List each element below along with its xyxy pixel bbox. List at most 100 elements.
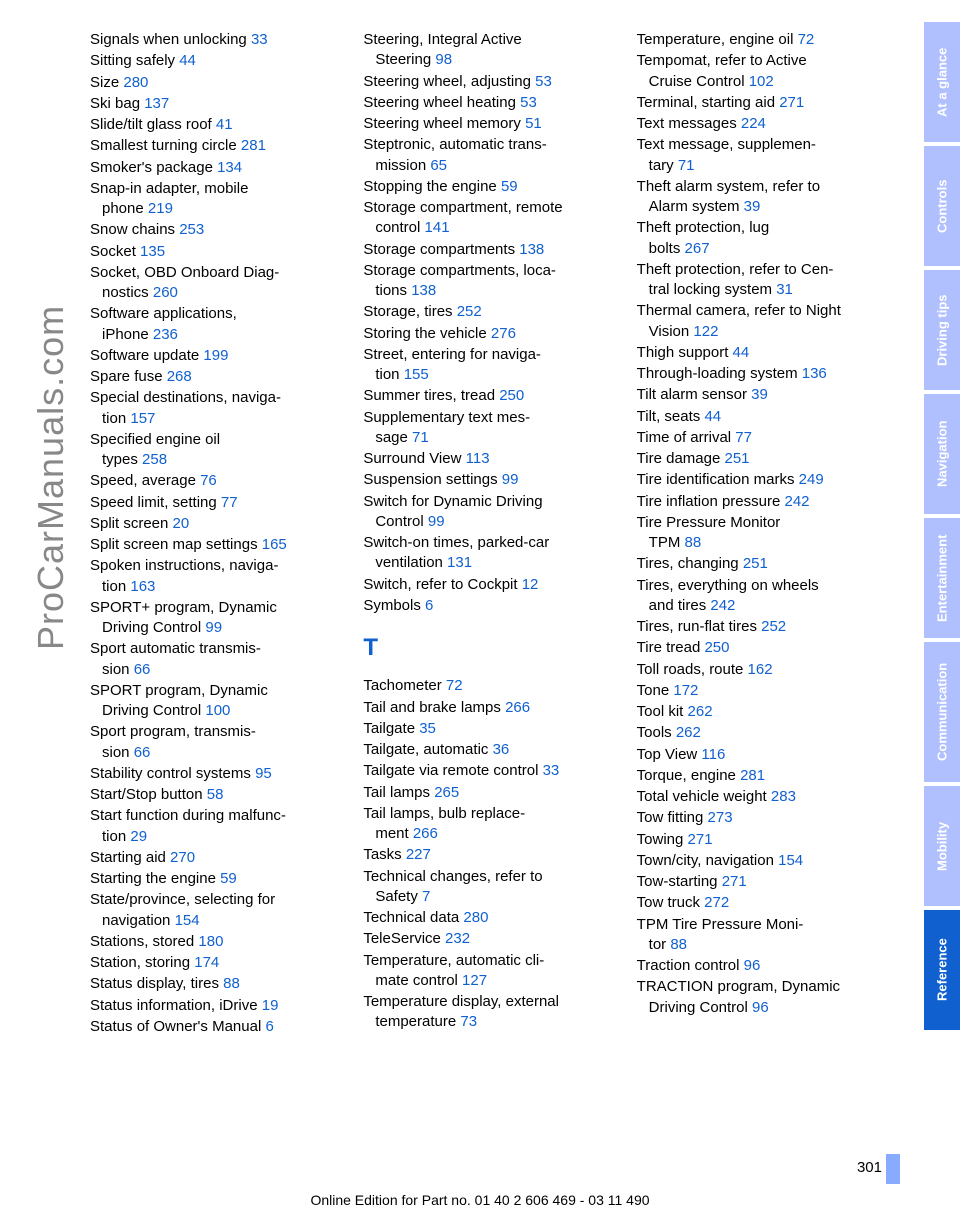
index-page-link[interactable]: 6 (265, 1018, 273, 1035)
index-page-link[interactable]: 227 (406, 846, 431, 863)
index-page-link[interactable]: 76 (200, 472, 217, 489)
index-page-link[interactable]: 39 (751, 386, 768, 403)
index-page-link[interactable]: 131 (447, 554, 472, 571)
index-page-link[interactable]: 44 (733, 344, 750, 361)
index-page-link[interactable]: 127 (462, 972, 487, 989)
index-page-link[interactable]: 59 (220, 870, 237, 887)
index-page-link[interactable]: 155 (404, 366, 429, 383)
index-page-link[interactable]: 266 (505, 699, 530, 716)
index-page-link[interactable]: 138 (411, 282, 436, 299)
index-page-link[interactable]: 281 (241, 137, 266, 154)
index-page-link[interactable]: 250 (704, 639, 729, 656)
index-page-link[interactable]: 53 (535, 73, 552, 90)
index-page-link[interactable]: 77 (735, 429, 752, 446)
index-page-link[interactable]: 72 (798, 31, 815, 48)
index-page-link[interactable]: 271 (779, 94, 804, 111)
index-page-link[interactable]: 268 (167, 368, 192, 385)
index-page-link[interactable]: 174 (194, 954, 219, 971)
index-page-link[interactable]: 44 (704, 408, 721, 425)
index-page-link[interactable]: 163 (130, 578, 155, 595)
index-page-link[interactable]: 251 (743, 555, 768, 572)
index-page-link[interactable]: 88 (223, 975, 240, 992)
index-page-link[interactable]: 253 (179, 221, 204, 238)
index-page-link[interactable]: 29 (130, 828, 147, 845)
index-page-link[interactable]: 251 (724, 450, 749, 467)
section-tab[interactable]: Entertainment (924, 518, 960, 638)
index-page-link[interactable]: 88 (685, 534, 702, 551)
index-page-link[interactable]: 73 (460, 1013, 477, 1030)
index-page-link[interactable]: 72 (446, 677, 463, 694)
index-page-link[interactable]: 66 (134, 661, 151, 678)
index-page-link[interactable]: 44 (179, 52, 196, 69)
section-tab[interactable]: Controls (924, 146, 960, 266)
index-page-link[interactable]: 98 (435, 51, 452, 68)
index-page-link[interactable]: 262 (676, 724, 701, 741)
index-page-link[interactable]: 262 (688, 703, 713, 720)
index-page-link[interactable]: 280 (463, 909, 488, 926)
index-page-link[interactable]: 242 (710, 597, 735, 614)
index-page-link[interactable]: 51 (525, 115, 542, 132)
index-page-link[interactable]: 199 (203, 347, 228, 364)
index-page-link[interactable]: 136 (802, 365, 827, 382)
index-page-link[interactable]: 99 (205, 619, 222, 636)
index-page-link[interactable]: 236 (153, 326, 178, 343)
index-page-link[interactable]: 135 (140, 243, 165, 260)
section-tab[interactable]: Mobility (924, 786, 960, 906)
index-page-link[interactable]: 41 (216, 116, 233, 133)
index-page-link[interactable]: 7 (422, 888, 430, 905)
index-page-link[interactable]: 100 (205, 702, 230, 719)
index-page-link[interactable]: 77 (221, 494, 238, 511)
index-page-link[interactable]: 6 (425, 597, 433, 614)
index-page-link[interactable]: 260 (153, 284, 178, 301)
index-page-link[interactable]: 265 (434, 784, 459, 801)
index-page-link[interactable]: 271 (722, 873, 747, 890)
index-page-link[interactable]: 249 (799, 471, 824, 488)
index-page-link[interactable]: 219 (148, 200, 173, 217)
index-page-link[interactable]: 39 (744, 198, 761, 215)
index-page-link[interactable]: 232 (445, 930, 470, 947)
index-page-link[interactable]: 271 (688, 831, 713, 848)
index-page-link[interactable]: 224 (741, 115, 766, 132)
index-page-link[interactable]: 99 (502, 471, 519, 488)
index-page-link[interactable]: 280 (123, 74, 148, 91)
section-tab[interactable]: Navigation (924, 394, 960, 514)
section-tab[interactable]: Reference (924, 910, 960, 1030)
index-page-link[interactable]: 58 (207, 786, 224, 803)
index-page-link[interactable]: 96 (752, 999, 769, 1016)
index-page-link[interactable]: 273 (708, 809, 733, 826)
index-page-link[interactable]: 250 (499, 387, 524, 404)
index-page-link[interactable]: 258 (142, 451, 167, 468)
index-page-link[interactable]: 281 (740, 767, 765, 784)
index-page-link[interactable]: 134 (217, 159, 242, 176)
index-page-link[interactable]: 266 (413, 825, 438, 842)
index-page-link[interactable]: 116 (701, 746, 725, 763)
index-page-link[interactable]: 66 (134, 744, 151, 761)
index-page-link[interactable]: 71 (412, 429, 429, 446)
index-page-link[interactable]: 154 (175, 912, 200, 929)
index-page-link[interactable]: 242 (785, 493, 810, 510)
index-page-link[interactable]: 180 (198, 933, 223, 950)
index-page-link[interactable]: 272 (704, 894, 729, 911)
index-page-link[interactable]: 252 (457, 303, 482, 320)
index-page-link[interactable]: 71 (678, 157, 695, 174)
index-page-link[interactable]: 252 (761, 618, 786, 635)
index-page-link[interactable]: 283 (771, 788, 796, 805)
index-page-link[interactable]: 99 (428, 513, 445, 530)
index-page-link[interactable]: 33 (251, 31, 268, 48)
index-page-link[interactable]: 19 (262, 997, 279, 1014)
section-tab[interactable]: Communication (924, 642, 960, 782)
index-page-link[interactable]: 88 (670, 936, 687, 953)
index-page-link[interactable]: 12 (522, 576, 539, 593)
index-page-link[interactable]: 172 (673, 682, 698, 699)
index-page-link[interactable]: 162 (748, 661, 773, 678)
index-page-link[interactable]: 96 (744, 957, 761, 974)
index-page-link[interactable]: 53 (520, 94, 537, 111)
index-page-link[interactable]: 154 (778, 852, 803, 869)
index-page-link[interactable]: 33 (543, 762, 560, 779)
index-page-link[interactable]: 276 (491, 325, 516, 342)
index-page-link[interactable]: 35 (419, 720, 436, 737)
index-page-link[interactable]: 270 (170, 849, 195, 866)
index-page-link[interactable]: 122 (693, 323, 718, 340)
index-page-link[interactable]: 36 (493, 741, 510, 758)
index-page-link[interactable]: 20 (173, 515, 190, 532)
